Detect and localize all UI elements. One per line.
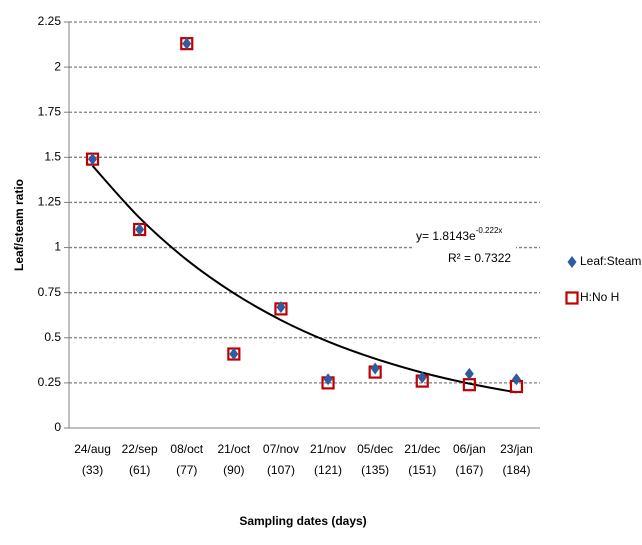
marker-diamond (464, 367, 474, 380)
marker-diamond (135, 223, 145, 236)
marker-diamond (323, 373, 333, 386)
x-tick-label: (184) (502, 463, 530, 477)
x-tick-label: (167) (455, 463, 483, 477)
y-tick-label: 1.5 (44, 150, 61, 164)
x-tick-label: (61) (129, 463, 150, 477)
x-tick-label: 08/oct (170, 442, 203, 456)
marker-diamond (567, 256, 577, 268)
y-tick-label: 1 (54, 240, 61, 254)
x-tick-label: 05/dec (357, 442, 393, 456)
x-tick-label: (90) (223, 463, 244, 477)
marker-diamond (229, 348, 239, 361)
y-tick-label: 2 (54, 59, 61, 73)
y-tick-label: 0 (54, 420, 61, 434)
trendline-equation: y= 1.8143e-0.222x (416, 226, 502, 243)
x-tick-label: 23/jan (500, 442, 533, 456)
y-tick-label: 0.75 (38, 285, 62, 299)
x-tick-label: (121) (314, 463, 342, 477)
x-tick-label: 21/oct (217, 442, 250, 456)
equation-box (412, 224, 516, 269)
marker-diamond (370, 362, 380, 375)
trendline (91, 165, 517, 394)
x-tick-label: (77) (176, 463, 197, 477)
marker-diamond (511, 373, 521, 386)
x-tick-label: (33) (82, 463, 103, 477)
x-tick-label: 24/aug (74, 442, 111, 456)
x-tick-label: (135) (361, 463, 389, 477)
marker-diamond (276, 301, 286, 314)
y-axis-title: Leaf/steam ratio (12, 179, 26, 271)
equation-exponent: -0.222x (476, 226, 503, 235)
x-tick-label: 21/nov (310, 442, 346, 456)
y-tick-label: 0.25 (38, 375, 62, 389)
marker-diamond (88, 153, 98, 166)
y-tick-label: 2.25 (38, 14, 62, 28)
marker-square (565, 291, 579, 305)
x-tick-label: 07/nov (263, 442, 299, 456)
x-tick-label: (151) (408, 463, 436, 477)
marker-diamond (182, 37, 192, 50)
marker-diamond (417, 371, 427, 384)
legend-label: Leaf:Steam (580, 254, 641, 268)
x-axis-title: Sampling dates (days) (239, 514, 366, 528)
y-tick-label: 1.75 (38, 104, 62, 118)
r-squared: R² = 0.7322 (448, 251, 511, 265)
x-tick-label: 21/dec (404, 442, 440, 456)
y-tick-label: 0.5 (44, 330, 61, 344)
x-tick-label: 06/jan (453, 442, 486, 456)
x-tick-label: 22/sep (122, 442, 158, 456)
legend-label: H:No H (580, 290, 619, 304)
x-tick-label: (107) (267, 463, 295, 477)
equation-text: y= 1.8143e (416, 229, 476, 243)
y-tick-label: 1.25 (38, 195, 62, 209)
